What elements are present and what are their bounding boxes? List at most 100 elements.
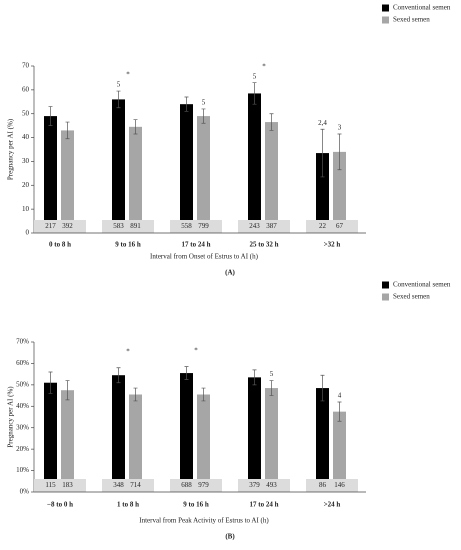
bar [248, 93, 261, 233]
x-tick-label: 1 to 8 h [117, 501, 139, 509]
y-tick-label: 60 [22, 85, 30, 93]
bar [180, 104, 193, 234]
count-label: 493 [266, 481, 277, 489]
y-tick-label: 50% [16, 380, 29, 388]
count-label: 558 [181, 222, 192, 230]
y-tick-label: 50 [22, 109, 30, 117]
error-bar [65, 121, 70, 140]
annotation: * [126, 347, 130, 355]
legend-swatch [382, 4, 389, 12]
annotation: 5 [253, 72, 257, 80]
bar [112, 99, 125, 234]
error-bar [184, 96, 189, 112]
legend-swatch [382, 16, 389, 24]
legend-label: Conventional semen [393, 281, 451, 289]
count-label: 67 [336, 222, 344, 230]
y-tick-label: 60% [16, 359, 29, 367]
bar [180, 373, 193, 492]
annotation: 4 [338, 392, 342, 400]
y-tick-label: 20 [22, 181, 30, 189]
y-tick-label: 0 [26, 229, 30, 237]
bar [112, 375, 125, 492]
bar [44, 382, 57, 492]
x-tick-label: −8 to 0 h [47, 501, 73, 509]
error-bar [269, 380, 274, 396]
annotation: 2,4 [318, 119, 327, 127]
bar [265, 122, 278, 233]
x-tick-label: 17 to 24 h [182, 241, 211, 249]
count-box [34, 479, 86, 492]
error-bar [201, 108, 206, 124]
count-box [238, 479, 290, 492]
bar [61, 130, 74, 233]
count-label: 243 [249, 222, 260, 230]
count-label: 217 [45, 222, 56, 230]
x-tick-label: 9 to 16 h [115, 241, 141, 249]
error-bar [252, 369, 257, 386]
count-label: 714 [130, 481, 141, 489]
y-tick-label: 0% [20, 488, 30, 496]
bar [197, 116, 210, 233]
count-label: 392 [62, 222, 73, 230]
count-box [306, 479, 358, 492]
bar [44, 116, 57, 233]
legend-label: Sexed semen [393, 16, 430, 24]
count-box [306, 220, 358, 233]
y-tick-label: 20% [16, 445, 29, 453]
error-bar [337, 401, 342, 422]
error-bar [201, 387, 206, 402]
y-tick-label: 40% [16, 402, 29, 410]
count-label: 891 [130, 222, 141, 230]
annotation: 5 [202, 99, 206, 107]
y-tick-label: 10 [22, 205, 30, 213]
annotation: * [194, 346, 198, 354]
error-bar [337, 133, 342, 171]
bar [333, 151, 346, 233]
error-bar [184, 366, 189, 380]
bar [333, 411, 346, 492]
count-label: 348 [113, 481, 124, 489]
legend-swatch [382, 293, 389, 301]
x-tick-label: 9 to 16 h [183, 501, 209, 509]
error-bar [48, 106, 53, 126]
count-label: 799 [198, 222, 209, 230]
legend-label: Sexed semen [393, 293, 430, 301]
y-axis-label: Pregnancy per AI (%) [7, 118, 15, 180]
count-box [170, 479, 222, 492]
count-label: 183 [62, 481, 73, 489]
error-bar [133, 387, 138, 402]
x-tick-label: >24 h [324, 501, 341, 509]
y-tick-label: 30% [16, 423, 29, 431]
error-bar [48, 371, 53, 394]
count-label: 86 [319, 481, 327, 489]
y-tick-label: 70 [22, 62, 30, 70]
y-tick-label: 70% [16, 338, 29, 346]
panel-label: (A) [225, 269, 235, 277]
bar [265, 388, 278, 492]
error-bar [133, 119, 138, 135]
x-tick-label: 0 to 8 h [49, 241, 71, 249]
bar [129, 126, 142, 233]
y-tick-label: 30 [22, 157, 30, 165]
count-label: 979 [198, 481, 209, 489]
x-axis-label: Interval from Onset of Estrus to AI (h) [150, 253, 259, 261]
x-axis-label: Interval from Peak Activity of Estrus to… [139, 517, 269, 525]
bar [316, 388, 329, 492]
bar [129, 394, 142, 492]
annotation: * [262, 62, 266, 70]
error-bar [116, 367, 121, 384]
count-label: 115 [45, 481, 56, 489]
annotation: 3 [338, 124, 342, 132]
count-label: 22 [319, 222, 327, 230]
count-label: 387 [266, 222, 277, 230]
count-label: 379 [249, 481, 260, 489]
error-bar [65, 380, 70, 401]
y-axis-label: Pregnancy per AI (%) [7, 386, 15, 448]
count-label: 688 [181, 481, 192, 489]
error-bar [116, 90, 121, 109]
count-box [170, 220, 222, 233]
bar [316, 153, 329, 233]
legend-label: Conventional semen [393, 4, 451, 12]
count-box [102, 220, 154, 233]
